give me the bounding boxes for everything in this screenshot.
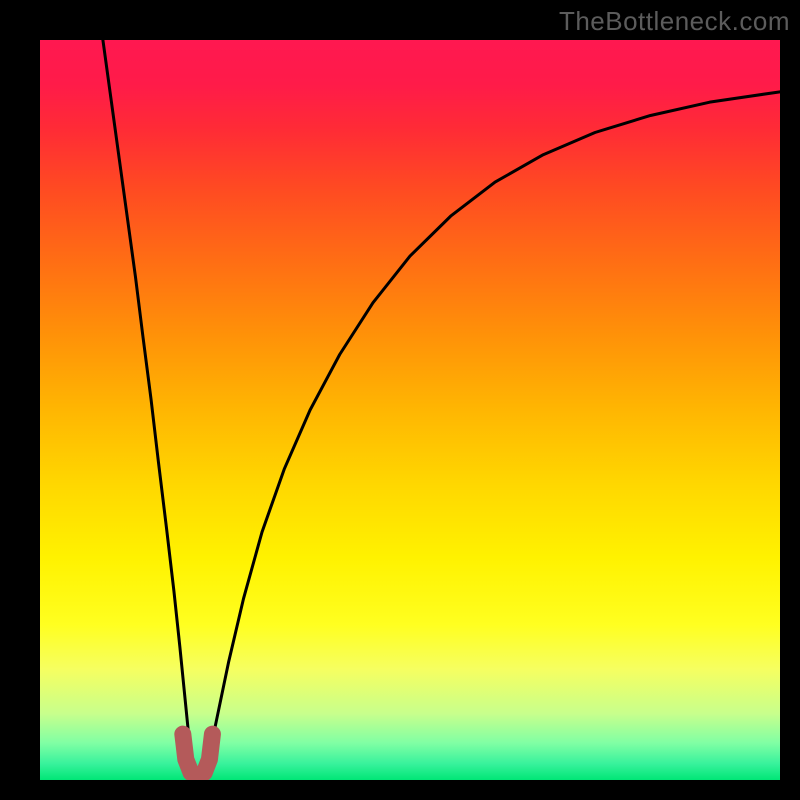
plot-area — [40, 40, 780, 780]
watermark-text: TheBottleneck.com — [559, 6, 790, 37]
chart-frame: TheBottleneck.com — [0, 0, 800, 800]
chart-svg — [40, 40, 780, 780]
